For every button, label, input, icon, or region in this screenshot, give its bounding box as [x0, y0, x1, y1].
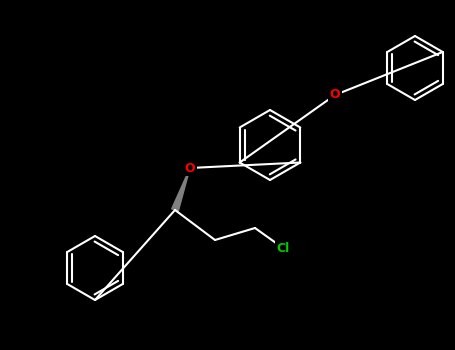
Polygon shape: [172, 168, 190, 211]
Text: O: O: [185, 161, 195, 175]
Text: O: O: [330, 89, 340, 101]
Text: Cl: Cl: [276, 241, 290, 254]
